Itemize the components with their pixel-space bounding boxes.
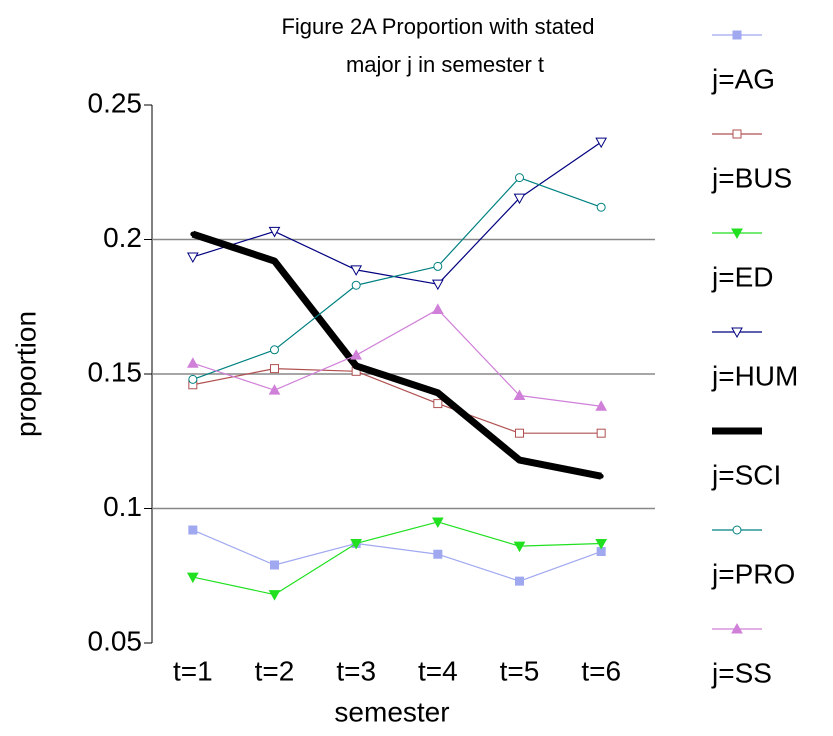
point-marker <box>433 399 443 409</box>
point-marker <box>186 357 199 368</box>
point-marker <box>190 231 196 237</box>
chart-title: major j in semester t <box>346 52 544 77</box>
legend-marker <box>732 30 742 40</box>
legend-marker <box>732 525 742 535</box>
x-tick-label: t=6 <box>581 655 621 686</box>
y-tick-label: 0.05 <box>88 625 143 656</box>
point-marker <box>596 202 606 212</box>
point-marker <box>270 364 279 374</box>
series-line <box>192 308 602 407</box>
series-line <box>192 368 602 434</box>
point-marker <box>351 280 361 290</box>
x-tick-label: t=5 <box>500 655 540 686</box>
point-marker <box>270 560 279 570</box>
legend-marker <box>731 327 743 339</box>
point-marker <box>598 473 604 479</box>
point-marker <box>186 572 199 584</box>
point-marker <box>513 389 526 401</box>
point-marker <box>188 374 198 384</box>
point-marker <box>350 349 363 360</box>
x-tick-label: t=4 <box>418 655 458 686</box>
legend-marker <box>732 129 742 139</box>
point-marker <box>433 549 443 559</box>
y-tick-label: 0.1 <box>103 491 142 522</box>
point-marker <box>268 590 281 601</box>
point-marker <box>433 261 443 271</box>
point-marker <box>272 258 277 264</box>
series-line <box>191 230 602 480</box>
x-tick-label: t=3 <box>336 655 376 686</box>
point-marker <box>431 517 444 528</box>
legend-marker <box>734 428 740 434</box>
point-marker <box>595 538 608 550</box>
x-axis-label: semester <box>334 696 449 727</box>
legend-label: j=BUS <box>711 162 792 193</box>
point-marker <box>596 428 606 438</box>
point-marker <box>353 363 359 369</box>
legend-label: j=SS <box>711 657 772 688</box>
point-marker <box>515 173 524 183</box>
legend-label: j=AG <box>711 63 775 94</box>
y-tick-label: 0.15 <box>88 356 143 387</box>
point-marker <box>513 193 526 205</box>
point-marker <box>513 541 526 553</box>
legend-marker <box>731 622 743 634</box>
point-marker <box>431 279 444 291</box>
series-line <box>192 177 602 380</box>
x-tick-label: t=2 <box>255 655 295 686</box>
point-marker <box>188 525 198 535</box>
point-marker <box>268 384 281 395</box>
point-marker <box>268 226 281 238</box>
y-tick-label: 0.25 <box>88 87 143 118</box>
point-marker <box>435 390 441 396</box>
point-marker <box>431 303 444 314</box>
legend-label: j=SCI <box>711 459 781 490</box>
y-axis-label: proportion <box>10 311 41 437</box>
point-marker <box>270 345 279 355</box>
series-line <box>192 141 602 285</box>
series-line <box>192 529 602 582</box>
y-tick-label: 0.2 <box>103 222 142 253</box>
point-marker <box>350 265 363 276</box>
point-marker <box>515 428 524 438</box>
series-line <box>192 521 602 596</box>
chart-title: Figure 2A Proportion with stated <box>281 14 594 39</box>
point-marker <box>595 400 608 411</box>
x-tick-label: t=1 <box>173 655 213 686</box>
legend-marker <box>731 228 743 240</box>
point-marker <box>595 137 608 149</box>
point-marker <box>517 457 522 463</box>
legend-label: j=PRO <box>711 558 795 589</box>
legend-label: j=ED <box>711 261 773 292</box>
point-marker <box>350 538 363 550</box>
point-marker <box>186 252 199 264</box>
point-marker <box>515 576 524 586</box>
legend-label: j=HUM <box>711 360 798 391</box>
